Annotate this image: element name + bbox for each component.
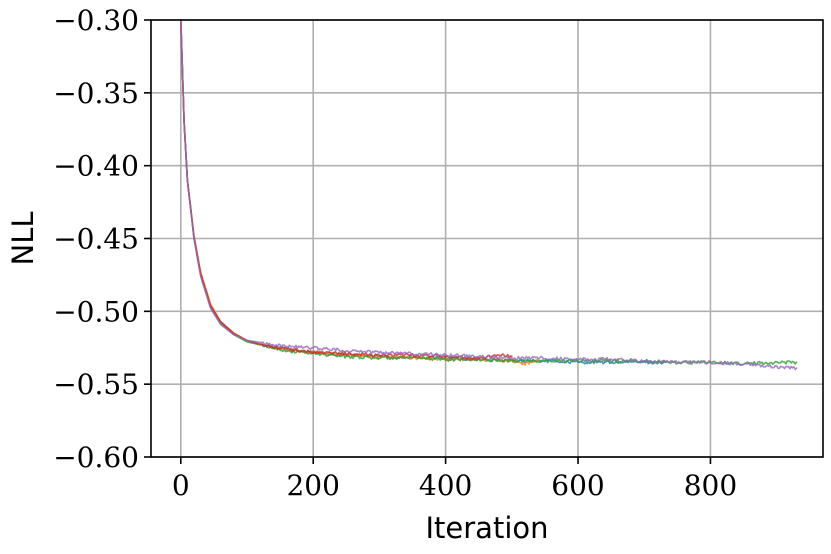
- x-tick-label: 200: [286, 469, 339, 502]
- series-line-3: [180, 19, 798, 366]
- series-lines: [180, 19, 798, 371]
- tick-labels: 0 200 400 600 800 −0.30 −0.35 −0.40 −0.45 −0.50 −0…: [53, 4, 737, 502]
- x-tick-label: 0: [172, 469, 190, 502]
- y-tick-label: −0.55: [53, 368, 139, 401]
- x-tick-label: 800: [684, 469, 737, 502]
- x-tick-label: 600: [551, 469, 604, 502]
- y-tick-label: −0.60: [53, 441, 139, 474]
- series-line-5: [180, 19, 798, 371]
- y-tick-label: −0.40: [53, 150, 139, 183]
- series-line-4: [180, 19, 513, 360]
- y-tick-label: −0.30: [53, 4, 139, 37]
- y-tick-label: −0.50: [53, 295, 139, 328]
- series-line-2: [180, 19, 540, 366]
- y-tick-label: −0.35: [53, 77, 139, 110]
- y-axis-label: NLL: [6, 211, 40, 265]
- series-line-1: [180, 19, 665, 365]
- grid: [151, 19, 823, 458]
- y-tick-label: −0.45: [53, 223, 139, 256]
- x-tick-label: 400: [419, 469, 472, 502]
- x-axis-label: Iteration: [425, 511, 548, 545]
